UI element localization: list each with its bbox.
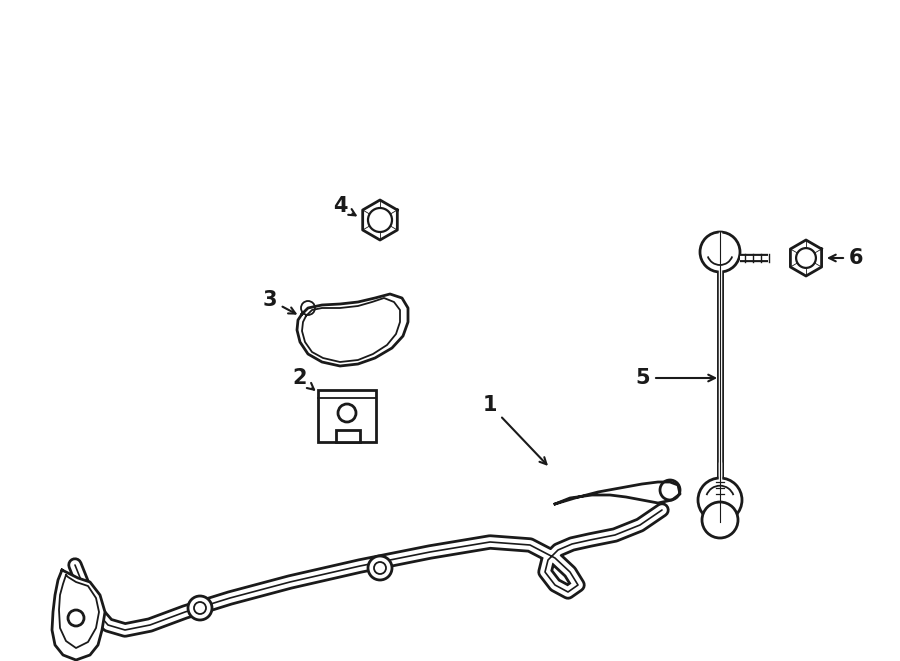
Circle shape <box>188 596 212 620</box>
Polygon shape <box>297 294 408 366</box>
Text: 4: 4 <box>333 196 356 216</box>
Polygon shape <box>790 240 822 276</box>
Polygon shape <box>363 200 397 240</box>
Text: 6: 6 <box>829 248 863 268</box>
Polygon shape <box>555 482 680 504</box>
Bar <box>336 430 360 442</box>
Text: 5: 5 <box>635 368 715 388</box>
Bar <box>318 390 376 442</box>
Circle shape <box>698 478 742 522</box>
Circle shape <box>368 556 392 580</box>
Text: 3: 3 <box>263 290 295 313</box>
Polygon shape <box>52 570 105 660</box>
Circle shape <box>702 502 738 538</box>
Circle shape <box>700 232 740 272</box>
Text: 1: 1 <box>482 395 546 464</box>
Text: 2: 2 <box>292 368 314 390</box>
